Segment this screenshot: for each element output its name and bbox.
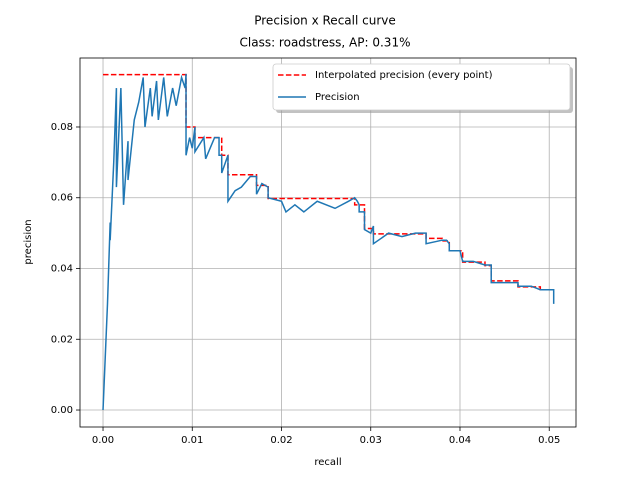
- x-tick-label: 0.03: [360, 435, 382, 446]
- x-tick-label: 0.04: [449, 435, 471, 446]
- x-axis-label: recall: [314, 457, 341, 468]
- legend-label: Precision: [315, 92, 360, 103]
- y-tick-label: 0.04: [51, 264, 73, 275]
- y-tick-label: 0.00: [51, 405, 73, 416]
- y-tick-label: 0.02: [51, 334, 73, 345]
- y-tick-label: 0.08: [51, 122, 73, 133]
- x-tick-label: 0.00: [92, 435, 114, 446]
- x-tick-label: 0.02: [270, 435, 292, 446]
- legend: [272, 63, 571, 111]
- x-tick-label: 0.05: [538, 435, 560, 446]
- legend-label: Interpolated precision (every point): [315, 70, 493, 81]
- y-tick-label: 0.06: [51, 193, 73, 204]
- plot-frame: [79, 57, 577, 428]
- y-axis-label: precision: [23, 219, 34, 264]
- x-tick-label: 0.01: [181, 435, 203, 446]
- series-line: [102, 73, 555, 411]
- chart-title: Precision x Recall curve: [254, 14, 396, 28]
- chart-subtitle: Class: roadstress, AP: 0.31%: [240, 36, 411, 50]
